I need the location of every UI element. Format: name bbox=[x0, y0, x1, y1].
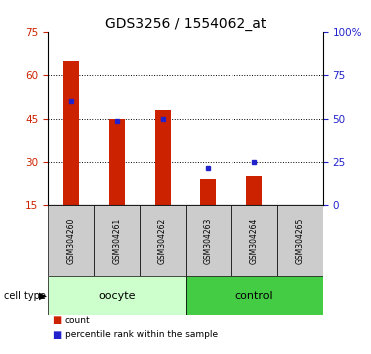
Bar bbox=[277, 205, 323, 276]
Bar bbox=[48, 276, 186, 315]
Bar bbox=[140, 205, 186, 276]
Text: ▶: ▶ bbox=[39, 291, 47, 301]
Text: GSM304261: GSM304261 bbox=[112, 218, 121, 264]
Text: control: control bbox=[235, 291, 273, 301]
Title: GDS3256 / 1554062_at: GDS3256 / 1554062_at bbox=[105, 17, 266, 31]
Bar bbox=[200, 179, 216, 205]
Text: GSM304263: GSM304263 bbox=[204, 217, 213, 264]
Text: ■: ■ bbox=[52, 330, 61, 339]
Bar bbox=[186, 276, 323, 315]
Text: percentile rank within the sample: percentile rank within the sample bbox=[65, 330, 218, 339]
Text: oocyte: oocyte bbox=[98, 291, 136, 301]
Bar bbox=[155, 110, 171, 205]
Text: GSM304265: GSM304265 bbox=[295, 217, 304, 264]
Bar bbox=[246, 176, 262, 205]
Bar bbox=[48, 205, 94, 276]
Text: ■: ■ bbox=[52, 315, 61, 325]
Text: count: count bbox=[65, 316, 91, 325]
Bar bbox=[109, 119, 125, 205]
Bar bbox=[63, 61, 79, 205]
Bar bbox=[94, 205, 140, 276]
Text: GSM304264: GSM304264 bbox=[250, 217, 259, 264]
Text: GSM304262: GSM304262 bbox=[158, 218, 167, 264]
Bar bbox=[186, 205, 231, 276]
Text: cell type: cell type bbox=[4, 291, 46, 301]
Bar bbox=[231, 205, 277, 276]
Text: GSM304260: GSM304260 bbox=[67, 217, 76, 264]
